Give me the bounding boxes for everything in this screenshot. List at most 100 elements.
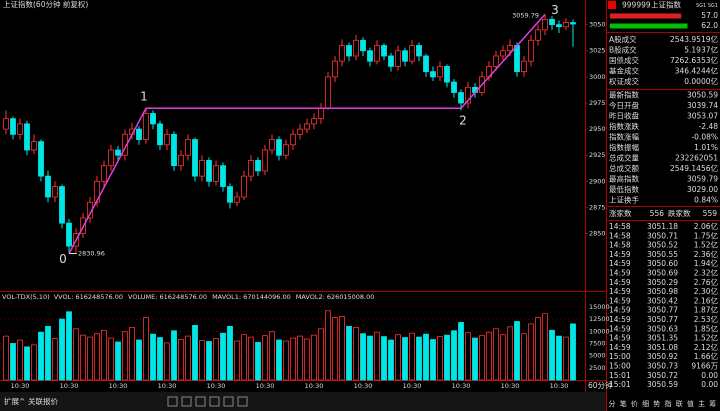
volume-legend: VOLUME: 616248576.00 <box>128 293 207 301</box>
volume-bar <box>206 341 212 381</box>
stat-value: 0.0000亿 <box>684 76 718 86</box>
volume-bar <box>241 334 247 381</box>
quote-code: 999999 <box>622 1 651 10</box>
tick-volume: 1.66亿 <box>694 351 719 361</box>
volume-bar <box>458 322 464 381</box>
x-tick-label: 10:30 <box>501 382 520 390</box>
candle-body <box>451 81 457 93</box>
candle-body <box>262 149 268 172</box>
y-tick-label: 3050 <box>589 21 606 29</box>
volume-bar <box>339 316 345 381</box>
tick-volume: 2.16亿 <box>694 295 719 305</box>
stat-label: 总成交额 <box>609 163 639 173</box>
y-tick-label: 2900 <box>589 177 606 185</box>
x-tick-label: 10:30 <box>452 382 471 390</box>
ratio-bar <box>610 23 688 29</box>
tool-icon[interactable] <box>181 396 192 407</box>
panel-tab[interactable]: 势 <box>653 399 660 408</box>
volume-bar <box>164 342 170 381</box>
tool-icon[interactable] <box>195 396 206 407</box>
stat-label: B股成交 <box>609 45 637 55</box>
tick-price: 3050.72 <box>647 371 678 380</box>
volume-bar <box>486 331 492 381</box>
tick-volume: 1.87亿 <box>694 305 719 315</box>
panel-tab[interactable]: 指 <box>665 399 672 408</box>
stat-value: 5.1937亿 <box>684 45 718 55</box>
candle-body <box>437 66 443 78</box>
stat-value: 3039.74 <box>687 101 718 110</box>
x-tick-label: 10:30 <box>305 382 324 390</box>
panel-tab[interactable]: 价 <box>631 400 638 408</box>
volume-bar <box>59 318 65 381</box>
volume-bar <box>437 336 443 381</box>
volume-bar <box>360 333 366 381</box>
tool-icon[interactable] <box>167 396 178 407</box>
wave-line <box>68 13 546 254</box>
candle-body <box>3 118 9 130</box>
candle-body <box>374 45 380 62</box>
tick-price: 3050.77 <box>647 315 678 324</box>
y-tick-label: 15000 <box>589 303 610 311</box>
tick-time: 14:58 <box>609 222 631 231</box>
candle-body <box>150 113 156 125</box>
volume-bar <box>507 326 513 381</box>
ratio-label: 62.0 <box>701 21 718 30</box>
candle-body <box>346 45 352 57</box>
panel-tab[interactable]: 值 <box>687 399 694 408</box>
stat-label: 指数涨跌 <box>609 121 639 131</box>
panel-tab[interactable]: 分 <box>609 399 616 408</box>
panel-tab[interactable]: 联 <box>676 399 683 408</box>
tool-icon[interactable] <box>237 396 248 407</box>
volume-bar <box>423 333 429 381</box>
expand-button[interactable]: 扩展^ <box>4 396 25 406</box>
stat-value: 2549.1456亿 <box>670 163 719 173</box>
panel-tab[interactable]: 细 <box>642 399 649 408</box>
x-tick-label: 10:30 <box>158 382 177 390</box>
volume-legend: VVOL: 616248576.00 <box>54 293 123 301</box>
candle-body <box>290 133 296 146</box>
stat-label: 最高指数 <box>609 174 639 184</box>
candle-body <box>192 139 198 177</box>
candle-body <box>332 60 338 78</box>
tool-icon[interactable] <box>223 396 234 407</box>
tick-volume: 2.32亿 <box>694 268 719 278</box>
y-tick-label: 3000 <box>589 73 606 81</box>
tick-price: 3050.73 <box>647 362 678 371</box>
tick-volume: 2.06亿 <box>694 221 719 231</box>
volume-bar <box>262 335 268 381</box>
candle-body <box>409 45 415 62</box>
candle-body <box>185 139 191 156</box>
volume-bar <box>276 339 282 381</box>
candle-body <box>52 186 58 198</box>
stat-label: 指数振幅 <box>609 142 639 152</box>
tick-volume: 2.36亿 <box>694 249 719 259</box>
candle-body <box>367 50 373 62</box>
stat-label: 权证成交 <box>609 76 639 86</box>
tick-time: 14:59 <box>609 259 631 268</box>
tick-volume: 1.75亿 <box>694 230 719 240</box>
candle-body <box>493 55 499 67</box>
stat-value: 3059.79 <box>687 175 718 184</box>
candle-body <box>45 175 51 198</box>
tool-icon[interactable] <box>209 396 220 407</box>
candle-body <box>143 113 149 140</box>
volume-bar <box>248 336 254 381</box>
candle-body <box>528 39 534 62</box>
y-tick-label: 7500 <box>589 339 606 347</box>
panel-tab[interactable]: 主 <box>698 399 705 408</box>
candle-body <box>507 45 513 52</box>
panel-tab[interactable]: 笔 <box>620 399 627 408</box>
volume-bar <box>381 336 387 381</box>
volume-bar <box>73 328 79 381</box>
stat-label: 基金成交 <box>609 66 639 76</box>
volume-bar <box>353 326 359 381</box>
candle-body <box>360 39 366 52</box>
volume-bar <box>542 313 548 381</box>
volume-bar <box>234 340 240 381</box>
volume-bar <box>157 337 163 381</box>
related-quotes[interactable]: 关联报价 <box>28 396 58 406</box>
stat-label: 最新指数 <box>609 90 639 100</box>
candle-body <box>164 133 170 146</box>
panel-tab[interactable]: 筹 <box>709 399 716 408</box>
